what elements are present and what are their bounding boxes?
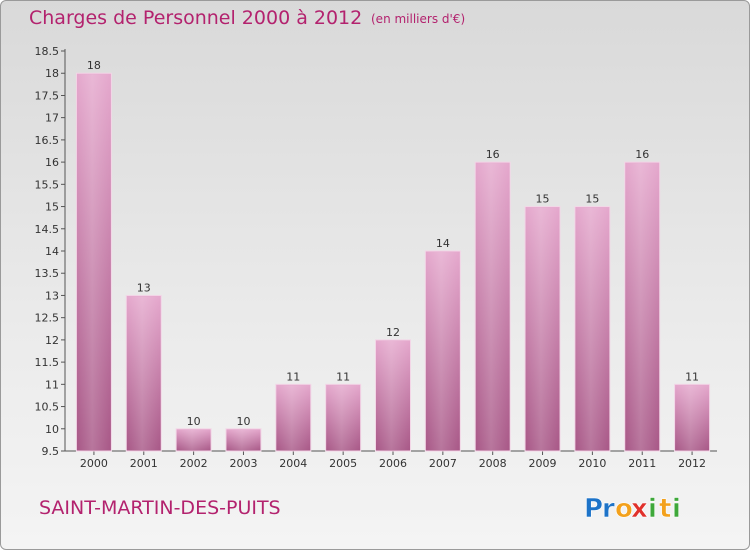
data-label-2009: 15 xyxy=(536,193,550,206)
proxiti-logo: Pr ox i t i xyxy=(584,494,682,525)
logo-letter: i xyxy=(672,494,681,524)
data-label-2010: 15 xyxy=(585,193,599,206)
bar-shine xyxy=(226,429,260,450)
bar-shine xyxy=(426,252,460,450)
y-tick-label: 14.5 xyxy=(35,223,60,236)
data-label-2000: 18 xyxy=(87,59,101,72)
data-label-2012: 11 xyxy=(685,370,699,383)
x-tick-label: 2009 xyxy=(529,457,557,470)
y-tick-label: 13 xyxy=(45,289,59,302)
logo-letter: o xyxy=(615,494,633,524)
bar-shine xyxy=(575,207,609,450)
y-tick-label: 16.5 xyxy=(35,134,60,147)
bar-shine xyxy=(77,74,111,450)
y-tick-label: 18 xyxy=(45,67,59,80)
logo-letter: t xyxy=(659,494,671,524)
logo-letter: r xyxy=(602,494,615,524)
y-tick-label: 15.5 xyxy=(35,178,60,191)
chart-title: Charges de Personnel 2000 à 2012 xyxy=(29,7,363,29)
logo-letter: i xyxy=(648,494,657,524)
data-label-2001: 13 xyxy=(137,281,151,294)
bar-shine xyxy=(177,429,211,450)
data-label-2005: 11 xyxy=(336,370,350,383)
y-tick-label: 12 xyxy=(45,334,59,347)
commune-name: SAINT-MARTIN-DES-PUITS xyxy=(39,497,281,519)
x-tick-label: 2012 xyxy=(678,457,706,470)
logo-letter: x xyxy=(631,494,648,524)
y-tick-label: 12.5 xyxy=(35,312,60,325)
data-label-2007: 14 xyxy=(436,237,450,250)
data-label-2003: 10 xyxy=(236,415,250,428)
chart-unit: (en milliers d'€) xyxy=(371,12,466,26)
data-label-2004: 11 xyxy=(286,370,300,383)
x-tick-label: 2004 xyxy=(279,457,307,470)
y-tick-label: 17 xyxy=(45,112,59,125)
y-tick-label: 15 xyxy=(45,201,59,214)
x-tick-label: 2000 xyxy=(80,457,108,470)
y-tick-label: 18.5 xyxy=(35,45,60,58)
y-tick-label: 11 xyxy=(45,378,59,391)
y-tick-label: 16 xyxy=(45,156,59,169)
bar-shine xyxy=(276,385,310,450)
bar-shine xyxy=(127,296,161,450)
data-label-2011: 16 xyxy=(635,148,649,161)
x-tick-label: 2003 xyxy=(229,457,257,470)
data-labels: 18 13 10 10 11 11 12 14 16 15 15 16 11 xyxy=(87,59,699,428)
x-tick-label: 2002 xyxy=(180,457,208,470)
bar-shine xyxy=(376,340,410,450)
bar-shine xyxy=(625,163,659,450)
x-tick-label: 2008 xyxy=(479,457,507,470)
data-label-2006: 12 xyxy=(386,326,400,339)
x-tick-label: 2010 xyxy=(578,457,606,470)
bar-shine xyxy=(675,385,709,450)
y-tick-label: 11.5 xyxy=(35,356,60,369)
y-tick-label: 10 xyxy=(45,423,59,436)
bar-shine xyxy=(326,385,360,450)
x-tick-label: 2011 xyxy=(628,457,656,470)
y-tick-label: 14 xyxy=(45,245,59,258)
x-tick-label: 2005 xyxy=(329,457,357,470)
y-tick-label: 10.5 xyxy=(35,401,60,414)
x-tick-label: 2007 xyxy=(429,457,457,470)
y-tick-label: 17.5 xyxy=(35,89,60,102)
bars xyxy=(75,72,711,452)
logo-letter: P xyxy=(584,494,603,524)
x-tick-label: 2001 xyxy=(130,457,158,470)
y-tick-label: 9.5 xyxy=(42,445,60,458)
data-label-2008: 16 xyxy=(486,148,500,161)
bar-shine xyxy=(476,163,510,450)
x-tick-label: 2006 xyxy=(379,457,407,470)
y-tick-label: 13.5 xyxy=(35,267,60,280)
data-label-2002: 10 xyxy=(187,415,201,428)
bar-shine xyxy=(526,207,560,450)
